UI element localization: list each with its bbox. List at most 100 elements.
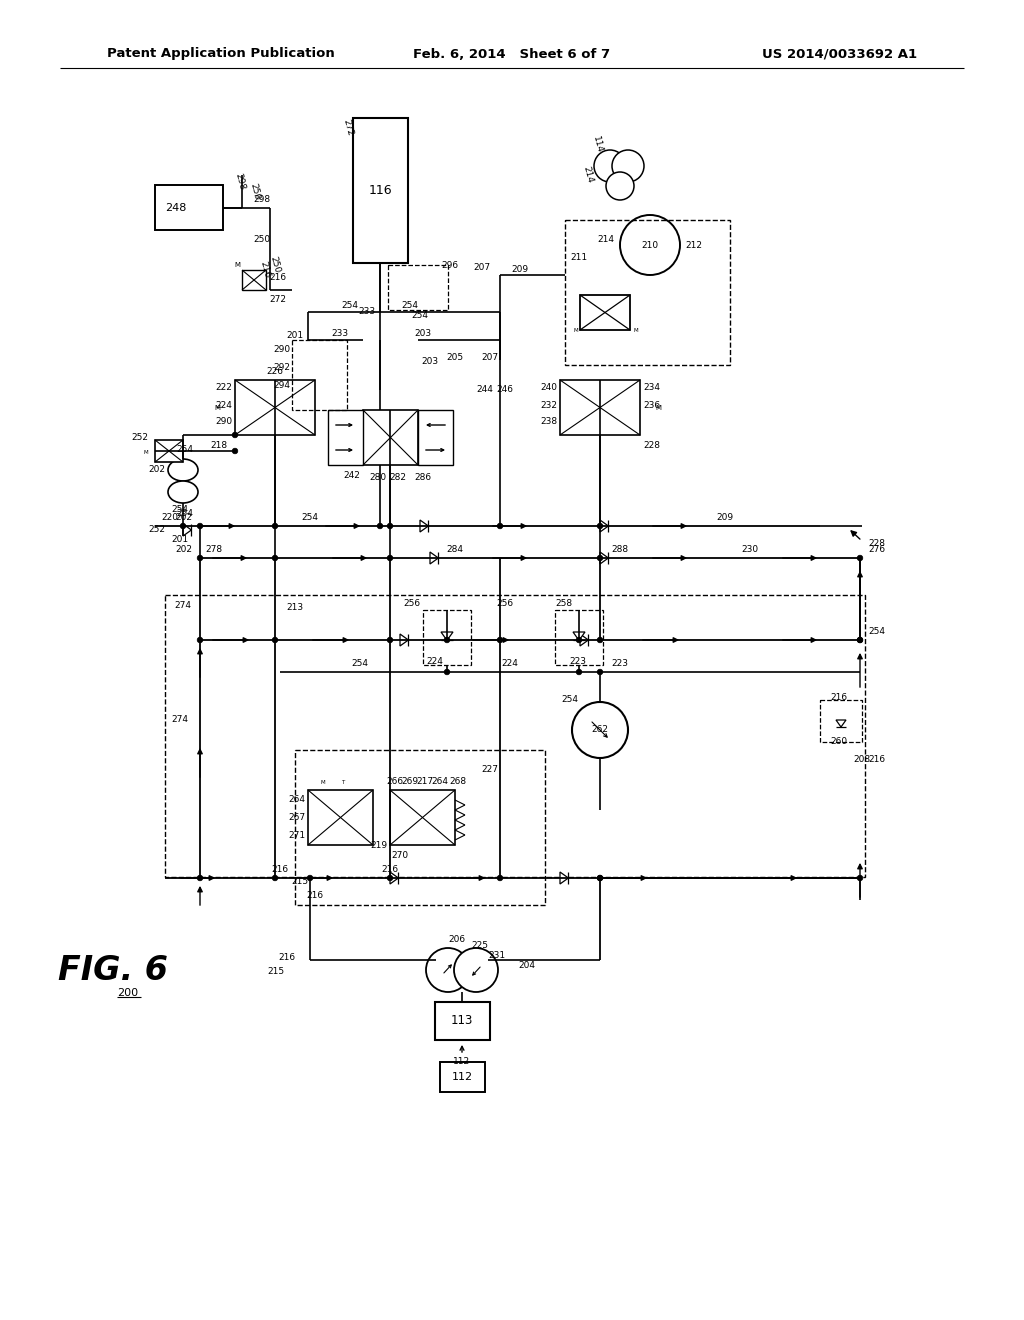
Text: 262: 262 <box>592 726 608 734</box>
Text: 224: 224 <box>502 660 518 668</box>
Text: 252: 252 <box>131 433 148 441</box>
Text: 244: 244 <box>476 385 494 395</box>
Text: 276: 276 <box>868 545 885 554</box>
Text: 223: 223 <box>611 660 629 668</box>
Bar <box>155 185 223 230</box>
Text: 256: 256 <box>497 599 514 609</box>
Circle shape <box>498 638 503 643</box>
Bar <box>362 411 418 465</box>
Bar <box>292 341 347 411</box>
Text: 112: 112 <box>454 1057 471 1067</box>
Text: 206: 206 <box>449 936 466 945</box>
Text: 215: 215 <box>267 968 284 977</box>
Bar <box>388 265 449 310</box>
Text: 254: 254 <box>351 660 369 668</box>
Polygon shape <box>183 524 191 536</box>
Text: 288: 288 <box>611 545 629 554</box>
Bar <box>353 117 408 263</box>
Text: 216: 216 <box>258 260 271 280</box>
Circle shape <box>272 523 278 529</box>
Circle shape <box>597 669 603 675</box>
Ellipse shape <box>168 459 198 480</box>
Text: 227: 227 <box>481 766 499 775</box>
Text: 201: 201 <box>171 536 188 544</box>
Circle shape <box>577 638 582 643</box>
Polygon shape <box>430 552 438 564</box>
Text: 213: 213 <box>287 603 303 612</box>
Text: 268: 268 <box>450 777 467 787</box>
Text: 202: 202 <box>175 513 193 523</box>
Polygon shape <box>400 634 409 645</box>
Polygon shape <box>441 632 453 640</box>
Polygon shape <box>600 552 608 564</box>
Circle shape <box>597 638 603 643</box>
Circle shape <box>272 875 278 880</box>
Circle shape <box>180 523 185 529</box>
Text: 290: 290 <box>215 417 232 426</box>
Circle shape <box>498 523 503 529</box>
Circle shape <box>426 948 470 993</box>
Text: 238: 238 <box>540 417 557 426</box>
Bar <box>234 380 315 436</box>
Text: M: M <box>573 327 578 333</box>
Text: M: M <box>655 405 662 411</box>
Text: 216: 216 <box>306 891 324 899</box>
Text: M: M <box>234 261 240 268</box>
Text: 290: 290 <box>272 346 290 355</box>
Text: 204: 204 <box>518 961 536 969</box>
Text: 200: 200 <box>118 987 138 998</box>
Text: 214: 214 <box>597 235 614 244</box>
Text: 211: 211 <box>570 253 587 263</box>
Bar <box>820 700 862 742</box>
Circle shape <box>272 556 278 561</box>
Text: 220: 220 <box>162 513 178 523</box>
Bar <box>440 1063 485 1092</box>
Circle shape <box>387 556 393 561</box>
Bar <box>308 789 373 845</box>
Bar <box>555 610 603 665</box>
Bar <box>295 750 545 906</box>
Circle shape <box>577 669 582 675</box>
Text: 292: 292 <box>273 363 290 372</box>
Text: 269: 269 <box>401 777 419 787</box>
Bar <box>423 610 471 665</box>
Bar <box>328 411 362 465</box>
Text: 284: 284 <box>446 545 464 554</box>
Ellipse shape <box>168 480 198 503</box>
Polygon shape <box>600 520 608 532</box>
Text: 218: 218 <box>210 441 227 450</box>
Circle shape <box>594 150 626 182</box>
Polygon shape <box>390 873 398 884</box>
Text: 209: 209 <box>511 265 528 275</box>
Bar <box>560 380 640 436</box>
Circle shape <box>387 523 393 529</box>
Bar <box>155 440 183 462</box>
Text: 203: 203 <box>422 358 438 367</box>
Text: 232: 232 <box>540 400 557 409</box>
Circle shape <box>444 669 450 675</box>
Text: 230: 230 <box>741 545 759 554</box>
Text: 250: 250 <box>268 256 282 275</box>
Text: 216: 216 <box>278 953 295 962</box>
Circle shape <box>444 638 450 643</box>
Circle shape <box>377 523 383 529</box>
Text: 256: 256 <box>402 599 420 609</box>
Text: 254: 254 <box>176 508 194 517</box>
Text: 280: 280 <box>370 474 387 483</box>
Circle shape <box>498 875 503 880</box>
Circle shape <box>597 523 603 529</box>
Circle shape <box>232 432 238 438</box>
Bar <box>565 220 730 366</box>
Text: 216: 216 <box>868 755 885 764</box>
Text: 215: 215 <box>292 878 308 887</box>
Text: 248: 248 <box>165 203 186 213</box>
Text: 216: 216 <box>269 273 287 282</box>
Circle shape <box>857 638 863 643</box>
Text: 260: 260 <box>830 738 847 747</box>
Text: 274: 274 <box>171 715 188 725</box>
Text: M: M <box>634 327 639 333</box>
Text: M: M <box>321 780 326 784</box>
Text: 210: 210 <box>641 240 658 249</box>
Text: 203: 203 <box>415 329 431 338</box>
Text: 116: 116 <box>369 183 392 197</box>
